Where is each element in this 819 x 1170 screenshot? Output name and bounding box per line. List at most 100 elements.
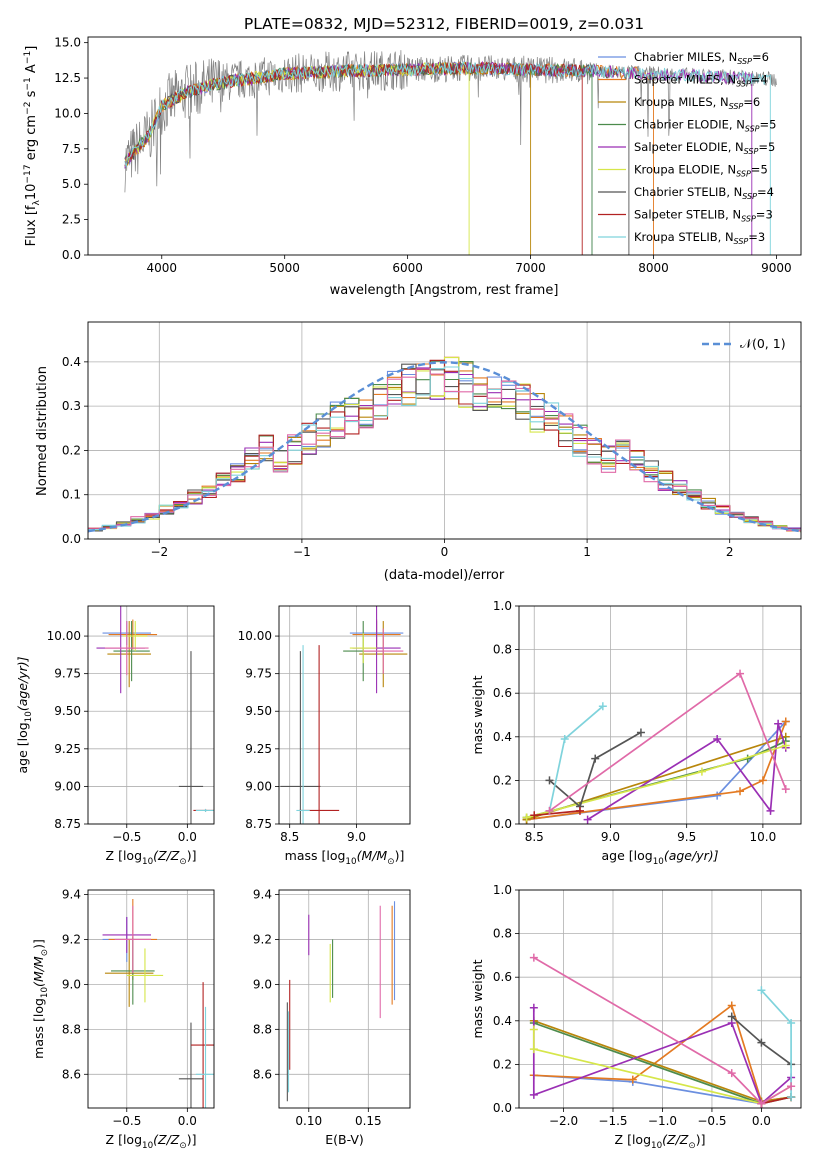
- legend-n: N: [734, 185, 743, 199]
- legend-entry: Chabrier ELODIE, NSSP=5: [634, 118, 776, 134]
- legend-n-value: 3: [758, 230, 765, 244]
- x-tick-label: 0.15: [355, 1114, 382, 1128]
- y-tick-label: 9.75: [54, 667, 81, 681]
- legend-model: Kroupa STELIB: [634, 230, 718, 244]
- legend-entry: Kroupa STELIB, NSSP=3: [634, 230, 765, 246]
- y-tick-label: 0.4: [493, 1014, 512, 1028]
- label-part: )]: [187, 1132, 197, 1147]
- label-part: mass [log: [31, 998, 46, 1059]
- label-part: (Z/Z: [153, 848, 180, 863]
- legend-n-sub: SSP: [744, 147, 759, 156]
- x-tick-label: −0.5: [112, 1114, 141, 1128]
- y-tick-label: 0.0: [62, 248, 81, 262]
- label-part: −17: [23, 164, 33, 183]
- legend-n-value: 6: [753, 95, 760, 109]
- legend-model: Chabrier ELODIE: [634, 118, 729, 132]
- legend-model: Kroupa MILES: [634, 95, 713, 109]
- weight-marker: [736, 787, 745, 796]
- axes-frame: [87, 321, 802, 540]
- y-tick-label: 8.8: [62, 1022, 81, 1036]
- y-tick-label: 2.5: [62, 213, 81, 227]
- y-tick-label: 5.0: [62, 177, 81, 191]
- weight-marker: [545, 776, 554, 785]
- legend-n-sub: SSP: [736, 80, 751, 89]
- label-part: erg cm: [24, 115, 39, 164]
- x-tick-label: 8000: [638, 261, 669, 275]
- weight-marker: [757, 1099, 766, 1108]
- y-tick-label: 0.8: [493, 927, 512, 941]
- x-tick-label: 1: [583, 545, 591, 559]
- weight-marker: [787, 1018, 796, 1027]
- weight-marker: [628, 1075, 637, 1084]
- chart-title: PLATE=0832, MJD=52312, FIBERID=0019, z=0…: [244, 15, 644, 33]
- label-part: 10: [40, 987, 50, 998]
- plot-area: [286, 901, 396, 1102]
- label-part: Flux [f: [24, 205, 39, 246]
- axes: 8.5 9.0 9.5 10.0 0.0 0.2 0.4 0.6 0.8 1.0: [493, 599, 802, 844]
- legend-n: N: [736, 118, 745, 132]
- legend-entry: 𝒩(0, 1): [740, 336, 786, 351]
- weight-marker: [727, 1012, 736, 1021]
- y-tick-label: 9.00: [54, 779, 81, 793]
- legend-n-sub: SSP: [736, 170, 751, 179]
- axes: −0.5 0.0 8.75 9.00 9.25 9.50 9.75 10.00: [47, 605, 215, 844]
- spectrum-model-line: [124, 61, 583, 255]
- y-tick-label: 0.0: [62, 532, 81, 546]
- label-part: ]: [24, 46, 39, 51]
- legend-sep: ,: [720, 163, 727, 177]
- axes-frame: [518, 889, 802, 1109]
- weight-marker: [757, 986, 766, 995]
- legend-n-sub: SSP: [729, 102, 744, 111]
- label-part: Z [log: [106, 848, 142, 863]
- axes: 0.10 0.15 8.6 8.8 9.0 9.2 9.4: [253, 887, 411, 1128]
- plot-area: [102, 898, 214, 1108]
- legend-n-value: 6: [762, 50, 769, 64]
- x-tick-label: 9.5: [677, 830, 696, 844]
- histogram-step: [88, 366, 801, 533]
- y-tick-label: 9.2: [253, 932, 272, 946]
- weight-marker: [736, 669, 745, 678]
- weight-marker: [758, 776, 767, 785]
- spectrum-model-line: [124, 61, 771, 255]
- axes-frame: [87, 889, 215, 1109]
- y-tick-label: 9.4: [62, 887, 81, 901]
- x-tick-label: −1.5: [598, 1114, 627, 1128]
- weight-marker: [766, 806, 775, 815]
- y-tick-label: 9.0: [62, 977, 81, 991]
- label-part: mass [log: [285, 848, 346, 863]
- label-part: age [log: [601, 848, 652, 863]
- x-tick-label: 8.5: [525, 830, 544, 844]
- label-part: (M/M: [357, 848, 388, 863]
- y-tick-label: 0.4: [493, 730, 512, 744]
- label-part: ⊙: [40, 949, 50, 956]
- legend-eq: =: [752, 50, 762, 64]
- x-tick-label: 2: [726, 545, 734, 559]
- label-part: )]: [395, 848, 405, 863]
- x-tick-label: 5000: [269, 261, 300, 275]
- weight-marker: [529, 1025, 538, 1034]
- legend-eq: =: [748, 230, 758, 244]
- weight-marker: [598, 702, 607, 711]
- gaussian-curve: [88, 361, 801, 533]
- y-tick-label: 10.00: [47, 629, 81, 643]
- y-tick-label: 0.6: [493, 686, 512, 700]
- label-part: age [log: [15, 722, 30, 773]
- axes-frame: [278, 889, 411, 1109]
- y-tick-label: 0.0: [493, 1101, 512, 1115]
- y-axis-label: mass [log10(M/M⊙)]: [31, 939, 50, 1059]
- legend-n-value: 4: [767, 185, 774, 199]
- label-part: ⊙: [387, 857, 394, 867]
- legend-sep: ,: [720, 73, 727, 87]
- label-part: ⊙: [179, 1141, 186, 1151]
- weight-line: [526, 720, 787, 821]
- weight-marker: [781, 741, 790, 750]
- y-tick-label: 7.5: [62, 142, 81, 156]
- legend-n-value: 5: [769, 118, 776, 132]
- plot-area: [88, 356, 801, 534]
- label-part: (age/yr)]: [15, 656, 30, 711]
- y-tick-label: 0.8: [493, 643, 512, 657]
- weight-marker: [545, 806, 554, 815]
- legend-eq: =: [751, 163, 761, 177]
- x-tick-label: 4000: [146, 261, 177, 275]
